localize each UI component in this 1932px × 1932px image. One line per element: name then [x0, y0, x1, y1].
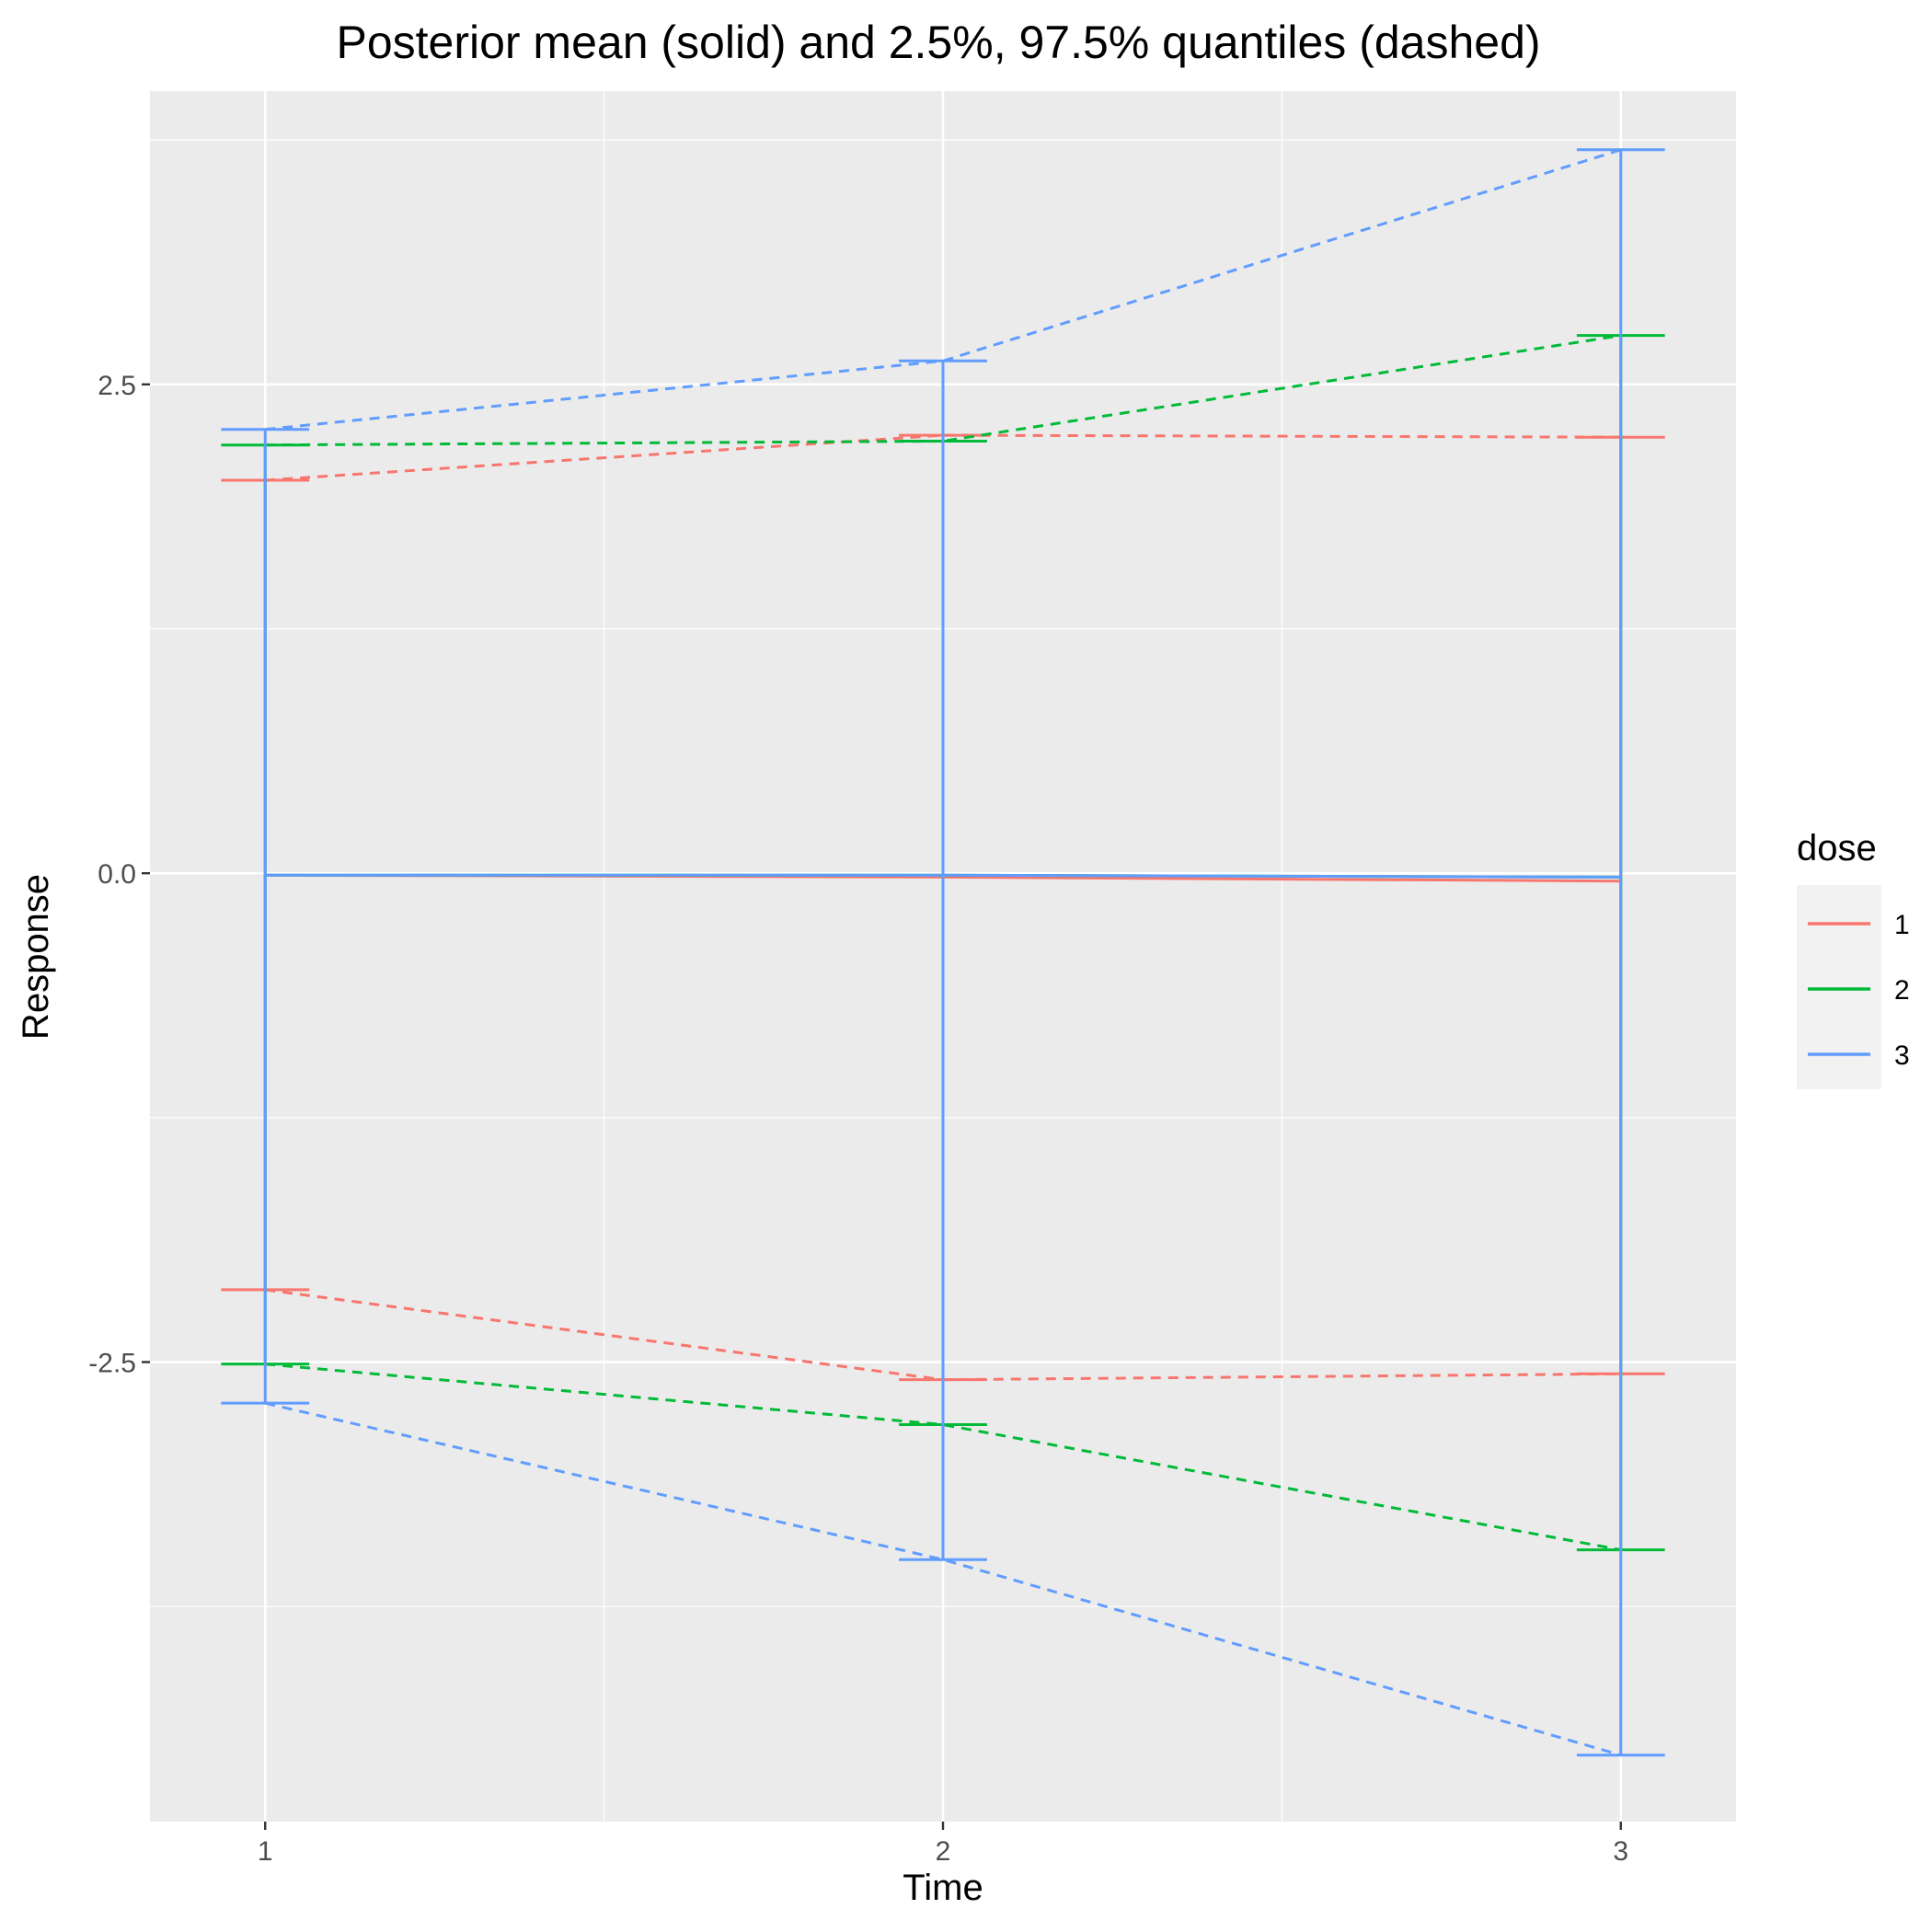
legend-label-dose-1: 1: [1894, 910, 1910, 940]
legend-label-dose-2: 2: [1894, 975, 1910, 1006]
x-axis-title: Time: [903, 1868, 983, 1908]
y-axis: -2.5 0.0 2.5: [88, 371, 150, 1379]
mean-line-dose-3: [265, 873, 1621, 879]
x-tick-label: 1: [258, 1836, 273, 1867]
y-tick-label: 0.0: [98, 859, 136, 890]
x-tick-label: 2: [936, 1836, 951, 1867]
chart-title: Posterior mean (solid) and 2.5%, 97.5% q…: [336, 17, 1540, 68]
x-axis: 1 2 3: [258, 1822, 1628, 1867]
legend-label-dose-3: 3: [1894, 1041, 1910, 1071]
legend-key-background: [1797, 885, 1881, 1089]
series-layer: [221, 148, 1665, 1757]
legend-title: dose: [1797, 828, 1877, 868]
x-tick-label: 3: [1613, 1836, 1628, 1867]
y-tick-label: 2.5: [98, 371, 136, 401]
y-axis-title: Response: [16, 874, 56, 1040]
legend: dose 1 2 3: [1797, 828, 1910, 1089]
lower-quantile-line-dose-3: [264, 1401, 1622, 1757]
series-dose-3: [221, 148, 1665, 1757]
y-tick-label: -2.5: [88, 1349, 136, 1379]
upper-quantile-line-dose-3: [265, 148, 1622, 431]
lower-quantile-line-dose-2: [265, 1363, 1622, 1552]
